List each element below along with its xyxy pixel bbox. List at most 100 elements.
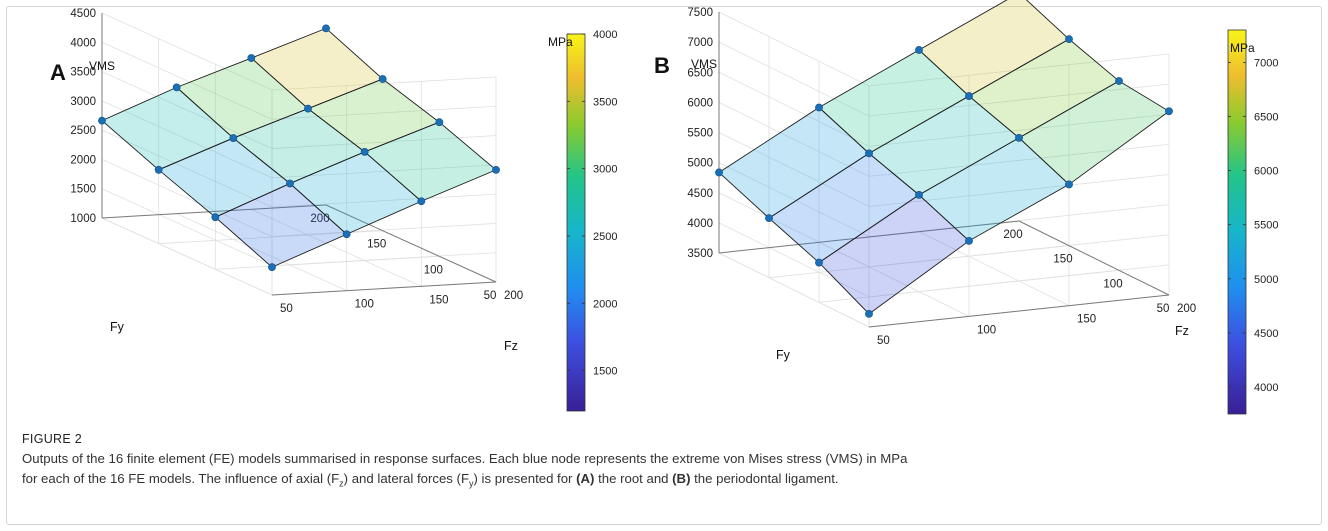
caption-line-2: for each of the 16 FE models. The influe… xyxy=(22,471,839,489)
vms-node xyxy=(1065,180,1073,189)
x-tick-label: 200 xyxy=(310,213,329,225)
z-tick-label: 7000 xyxy=(687,37,713,49)
grid-line xyxy=(918,231,1070,307)
z-tick-label: 3500 xyxy=(687,248,713,260)
x-tick-label: 200 xyxy=(1003,229,1022,241)
z-tick-label: 5500 xyxy=(687,128,713,140)
vms-node xyxy=(915,191,923,199)
panel-a-root-surface: 1000 1500 2000 2500 3000 3500 4000 4500 200 150 10… xyxy=(50,8,617,412)
colorbar-tick-label: 4000 xyxy=(1254,382,1278,394)
vms-node xyxy=(965,92,973,100)
figure-frame xyxy=(6,6,1322,525)
vms-node xyxy=(342,230,351,239)
vms-node xyxy=(98,116,106,125)
vms-node xyxy=(1115,77,1123,85)
colorbar-tick-label: 1500 xyxy=(593,366,617,378)
z-axis-line xyxy=(101,204,327,219)
colorbar-tick-label: 6500 xyxy=(1254,112,1278,124)
z-tick-label: 4500 xyxy=(687,188,713,200)
grid-line xyxy=(718,252,870,328)
y-tick-label: 200 xyxy=(504,290,523,302)
y-tick-label: 100 xyxy=(977,324,996,336)
vms-node xyxy=(172,83,181,92)
vms-node xyxy=(286,179,294,188)
vms-node xyxy=(304,104,312,113)
colorbar-tick-label: 3000 xyxy=(593,164,617,176)
colorbar-tick-label: 2500 xyxy=(593,231,617,243)
z-tick-label: 1000 xyxy=(70,213,96,225)
figure-canvas: 1000 1500 2000 2500 3000 3500 4000 4500 200 150 10… xyxy=(50,0,1278,415)
vms-node xyxy=(715,168,723,177)
y-tick-label: 150 xyxy=(429,294,448,306)
y-tick-label: 150 xyxy=(1077,314,1096,326)
y-axis-label: Fz xyxy=(1175,324,1189,338)
z-axis-label: VMS xyxy=(89,59,115,73)
x-tick-label: 100 xyxy=(1103,278,1122,290)
vms-node xyxy=(211,213,220,222)
z-tick-label: 7500 xyxy=(687,7,713,19)
z-axis-line xyxy=(718,220,1020,254)
vms-node xyxy=(865,309,873,318)
grid-line xyxy=(251,208,422,287)
z-tick-label: 1500 xyxy=(70,184,96,196)
x-tick-label: 150 xyxy=(367,239,386,251)
vms-node xyxy=(815,103,823,112)
y-axis-label: Fz xyxy=(504,339,518,353)
vms-node xyxy=(815,258,823,267)
y-tick-label: 100 xyxy=(355,299,374,311)
z-axis-label: VMS xyxy=(691,57,717,71)
z-tick-label: 5000 xyxy=(687,158,713,170)
z-tick-label: 2500 xyxy=(70,125,96,137)
y-tick-label: 200 xyxy=(1177,303,1196,315)
grid-line xyxy=(176,213,347,292)
z-tick-label: 4000 xyxy=(687,218,713,230)
colorbar-tick-label: 2000 xyxy=(593,298,617,310)
vms-node xyxy=(865,149,873,158)
z-tick-label: 6500 xyxy=(687,67,713,79)
vms-node xyxy=(360,147,369,156)
colorbar-tick-label: 4500 xyxy=(1254,328,1278,340)
figure-label: FIGURE 2 xyxy=(22,432,83,446)
vms-node xyxy=(1165,107,1173,116)
vms-node xyxy=(322,24,330,33)
x-tick-label: 50 xyxy=(484,290,497,302)
x-tick-label: 100 xyxy=(424,264,443,276)
z-tick-label: 3500 xyxy=(70,67,96,79)
colorbar-tick-label: 4000 xyxy=(593,29,617,41)
vms-node xyxy=(1065,35,1073,44)
vms-node xyxy=(492,165,500,174)
colorbar-tick-label: 3500 xyxy=(593,96,617,108)
z-tick-label: 4000 xyxy=(70,37,96,49)
vms-node xyxy=(965,236,973,245)
panel-letter: B xyxy=(654,53,670,78)
vms-node xyxy=(247,54,256,62)
x-axis-line xyxy=(325,204,497,283)
colorbar-tick-label: 6000 xyxy=(1254,166,1278,178)
x-axis-label: Fy xyxy=(776,348,791,362)
vms-node xyxy=(765,214,773,223)
figure-caption: FIGURE 2 Outputs of the 16 finite elemen… xyxy=(22,432,1312,494)
grid-line xyxy=(215,255,440,270)
caption-line-1: Outputs of the 16 finite element (FE) mo… xyxy=(22,451,908,466)
z-tick-label: 4500 xyxy=(70,8,96,20)
z-tick-label: 2000 xyxy=(70,154,96,166)
grid-line xyxy=(101,217,273,296)
vms-node xyxy=(417,197,426,206)
vms-node xyxy=(1015,133,1023,142)
x-axis-label: Fy xyxy=(110,320,125,334)
y-axis-line xyxy=(868,294,1170,328)
colorbar-tick-label: 5500 xyxy=(1254,220,1278,232)
ref-panel-b: (B) xyxy=(672,471,691,486)
colorbar-unit: MPa xyxy=(1230,41,1255,55)
vms-node xyxy=(154,165,163,174)
x-tick-label: 50 xyxy=(1157,303,1170,315)
z-tick-label: 3000 xyxy=(70,96,96,108)
x-tick-label: 150 xyxy=(1053,254,1072,266)
colorbar xyxy=(1227,29,1247,415)
colorbar xyxy=(566,33,586,412)
colorbar-tick-label: 7000 xyxy=(1254,57,1278,69)
grid-line xyxy=(718,252,1170,328)
colorbar-tick-label: 5000 xyxy=(1254,274,1278,286)
y-axis-line xyxy=(271,281,497,296)
panel-b-pdl-surface: 3500 4000 4500 5000 5500 6000 6500 7000 7500 200 1… xyxy=(654,0,1278,415)
